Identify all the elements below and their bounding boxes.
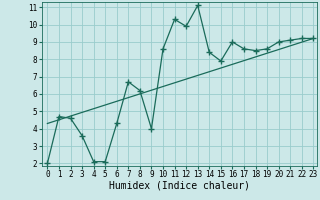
X-axis label: Humidex (Indice chaleur): Humidex (Indice chaleur) xyxy=(109,181,250,191)
